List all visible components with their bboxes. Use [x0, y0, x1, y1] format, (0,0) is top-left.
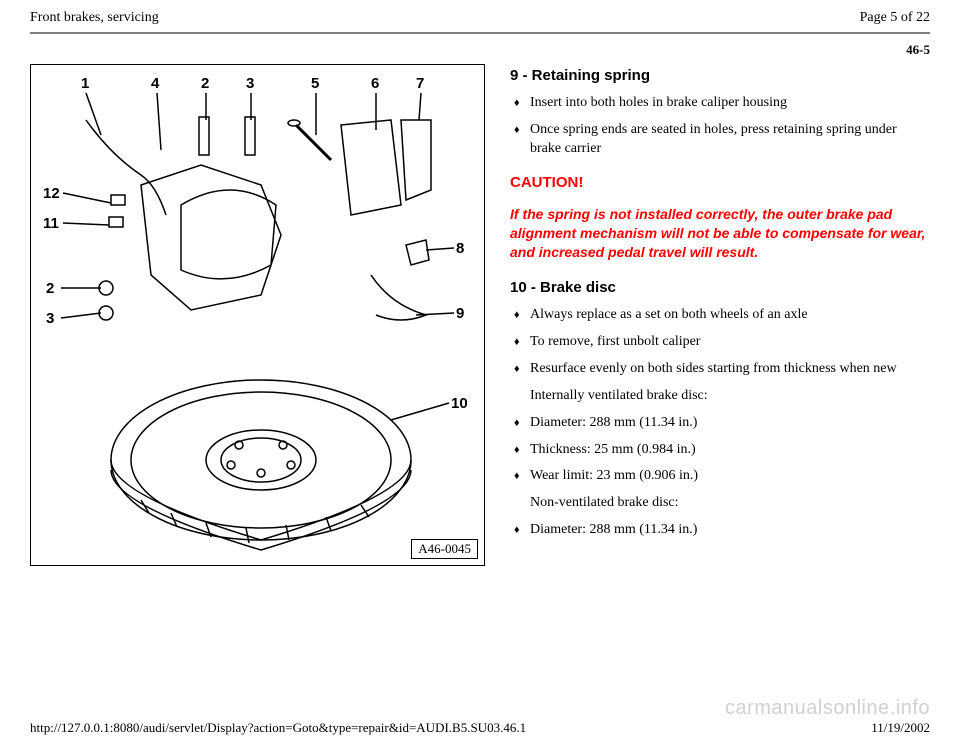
item-9-list: Insert into both holes in brake caliper … — [510, 94, 930, 159]
content-row: 1 4 2 3 5 6 7 12 11 2 3 8 9 10 A46-0045 … — [30, 64, 930, 566]
callout-10: 10 — [451, 395, 468, 412]
callout-1: 1 — [81, 75, 89, 92]
list-item: Diameter: 288 mm (11.34 in.) — [510, 414, 930, 433]
callout-7: 7 — [416, 75, 424, 92]
caution-body: If the spring is not installed correctly… — [510, 205, 930, 262]
callout-3t: 3 — [246, 75, 254, 92]
list-item: Always replace as a set on both wheels o… — [510, 306, 930, 325]
header-page: Page 5 of 22 — [860, 10, 930, 26]
list-item: To remove, first unbolt caliper — [510, 333, 930, 352]
item-10-list: Always replace as a set on both wheels o… — [510, 306, 930, 540]
diagram-partcode: A46-0045 — [411, 539, 478, 559]
callout-4: 4 — [151, 75, 159, 92]
list-item: Diameter: 288 mm (11.34 in.) — [510, 521, 930, 540]
list-item: Resurface evenly on both sides starting … — [510, 360, 930, 379]
list-item: Internally ventilated brake disc: — [510, 387, 930, 406]
callout-8: 8 — [456, 240, 464, 257]
callout-2l: 2 — [46, 280, 54, 297]
list-item: Wear limit: 23 mm (0.906 in.) — [510, 467, 930, 486]
page: Front brakes, servicing Page 5 of 22 46-… — [0, 0, 960, 742]
exploded-diagram: 1 4 2 3 5 6 7 12 11 2 3 8 9 10 A46-0045 — [30, 64, 485, 566]
diagram-svg — [31, 65, 484, 565]
text-column: 9 - Retaining spring Insert into both ho… — [510, 64, 930, 566]
list-item: Insert into both holes in brake caliper … — [510, 94, 930, 113]
callout-5: 5 — [311, 75, 319, 92]
footer-date: 11/19/2002 — [871, 720, 930, 736]
header-rule — [30, 32, 930, 34]
list-item: Thickness: 25 mm (0.984 in.) — [510, 441, 930, 460]
callout-12: 12 — [43, 185, 60, 202]
item-9-head: 9 - Retaining spring — [510, 66, 930, 86]
callout-3l: 3 — [46, 310, 54, 327]
callout-11: 11 — [43, 215, 59, 232]
callout-9: 9 — [456, 305, 464, 322]
watermark: carmanualsonline.info — [725, 697, 930, 720]
list-item: Non-ventilated brake disc: — [510, 494, 930, 513]
item-10-head: 10 - Brake disc — [510, 278, 930, 298]
caution-heading: CAUTION! — [510, 173, 930, 193]
page-reference: 46-5 — [30, 42, 930, 58]
footer-url: http://127.0.0.1:8080/audi/servlet/Displ… — [30, 720, 526, 736]
callout-6: 6 — [371, 75, 379, 92]
list-item: Once spring ends are seated in holes, pr… — [510, 121, 930, 159]
callout-2t: 2 — [201, 75, 209, 92]
header-title: Front brakes, servicing — [30, 10, 159, 26]
top-bar: Front brakes, servicing Page 5 of 22 — [30, 0, 930, 26]
